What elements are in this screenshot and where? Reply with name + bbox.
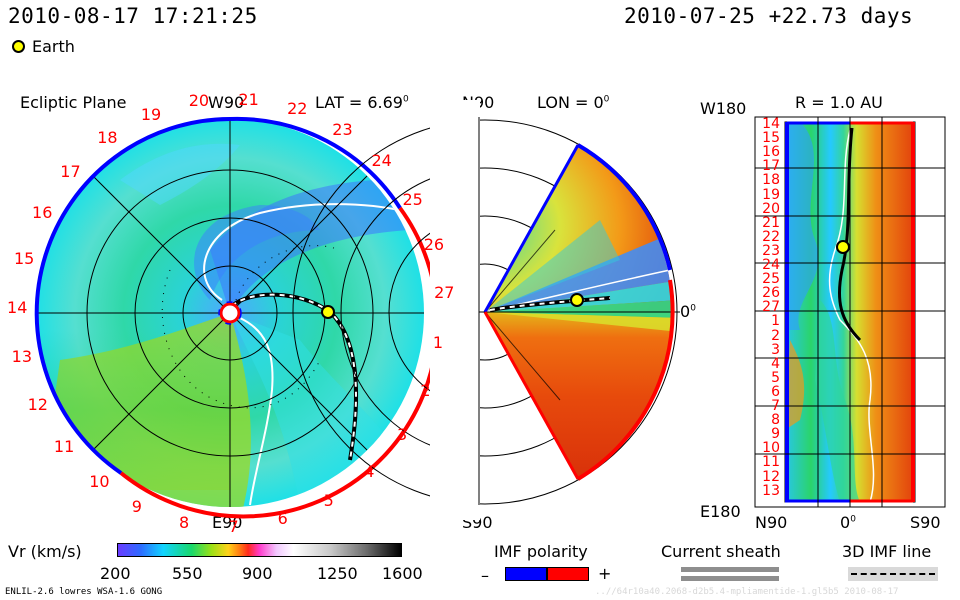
sphere-row-6: 6 (771, 383, 780, 400)
earth-legend-label: Earth (32, 37, 75, 56)
sphere-row-20: 20 (762, 200, 780, 217)
sphere-row-7: 7 (771, 398, 780, 414)
rim-number-2: 2 (420, 380, 431, 400)
imf-negative-swatch (505, 567, 547, 581)
current-sheath-swatch-1 (681, 567, 779, 572)
imf-positive-swatch (547, 567, 589, 581)
rim-number-19: 19 (140, 104, 162, 124)
sphere-row-18: 18 (762, 172, 780, 189)
sphere-row-27: 27 (762, 299, 780, 316)
rim-number-10: 10 (89, 471, 110, 491)
imf-line-title: 3D IMF line (842, 542, 932, 561)
model-info-label: ENLIL-2.6 lowres WSA-1.6 GONG (5, 587, 163, 597)
rim-number-18: 18 (97, 128, 118, 148)
rim-number-5: 5 (323, 490, 334, 510)
rim-number-6: 6 (277, 509, 288, 529)
sphere-row-2: 2 (771, 327, 780, 344)
sphere-row-9: 9 (771, 426, 780, 443)
imf-minus-label: – (481, 566, 489, 585)
sphere-r-label: R = 1.0 AU (795, 93, 883, 112)
sphere-row-5: 5 (771, 369, 780, 386)
sphere-map (754, 116, 946, 508)
rim-number-9: 9 (131, 497, 142, 517)
rim-number-14: 14 (7, 298, 28, 318)
sphere-row-19: 19 (762, 186, 780, 203)
colorbar-tick-550: 550 (172, 564, 203, 583)
sphere-row-1: 1 (771, 313, 780, 330)
rim-number-21: 21 (238, 89, 259, 109)
rim-number-20: 20 (188, 91, 210, 111)
imf-plus-label: + (598, 564, 612, 583)
sphere-row-17: 17 (762, 158, 780, 175)
rim-number-8: 8 (178, 512, 190, 532)
rim-number-7: 7 (228, 516, 239, 536)
sphere-row-13: 13 (762, 482, 780, 499)
rim-number-13: 13 (11, 347, 33, 367)
rim-number-3: 3 (397, 424, 408, 444)
meridional-0-label: 00 (680, 302, 696, 321)
sphere-n90-label: N90 (755, 513, 788, 532)
colorbar (117, 543, 402, 557)
sphere-row-4: 4 (771, 355, 780, 372)
rim-number-17: 17 (60, 161, 81, 181)
rim-number-16: 16 (32, 202, 53, 222)
rim-number-25: 25 (402, 189, 423, 209)
current-sheath-swatch-2 (681, 576, 779, 581)
sphere-e180-label: E180 (700, 502, 741, 521)
colorbar-tick-200: 200 (100, 564, 131, 583)
ecliptic-w90-label: W90 (208, 93, 245, 112)
imf-polarity-title: IMF polarity (494, 542, 588, 561)
sphere-row-25: 25 (762, 271, 780, 288)
sphere-row-3: 3 (771, 341, 780, 358)
earth-marker-icon (12, 40, 25, 53)
ecliptic-disk (34, 116, 440, 519)
sphere-row-12: 12 (762, 468, 780, 485)
sphere-row-24: 24 (762, 257, 780, 273)
sphere-s90-label: S90 (910, 513, 941, 532)
rim-number-26: 26 (423, 234, 445, 254)
rim-number-23: 23 (332, 120, 353, 140)
lon-label: LON = 00 (537, 93, 610, 112)
sphere-row-23: 23 (762, 242, 780, 259)
datetime-label: 2010-08-17 17:21:25 (8, 4, 258, 28)
sphere-row-14: 14 (762, 116, 780, 132)
rim-number-1: 1 (432, 332, 444, 352)
sphere-row-11: 11 (762, 454, 780, 471)
sphere-row-22: 22 (762, 228, 780, 245)
imf-line-swatch (848, 567, 938, 581)
colorbar-tick-1250: 1250 (317, 564, 358, 583)
colorbar-tick-1600: 1600 (382, 564, 423, 583)
colorbar-tick-900: 900 (242, 564, 273, 583)
rim-number-24: 24 (371, 150, 392, 170)
reference-label: 2010-07-25 +22.73 days (624, 4, 914, 28)
sphere-row-16: 16 (762, 144, 780, 161)
rim-number-15: 15 (13, 248, 35, 268)
current-sheath-title: Current sheath (661, 542, 781, 561)
earth-ecliptic-marker (321, 305, 335, 319)
rim-number-11: 11 (53, 436, 75, 456)
rim-number-27: 27 (434, 283, 455, 303)
ecliptic-title: Ecliptic Plane (20, 93, 127, 112)
sphere-row-26: 26 (762, 285, 780, 302)
sphere-0-label: 00 (840, 513, 856, 532)
sphere-row-8: 8 (771, 412, 780, 429)
colorbar-label: Vr (km/s) (8, 542, 82, 561)
rim-number-12: 12 (27, 394, 48, 414)
sphere-row-21: 21 (762, 214, 780, 231)
lat-label: LAT = 6.690 (315, 93, 409, 112)
rim-number-22: 22 (287, 99, 308, 119)
sphere-row-15: 15 (762, 130, 780, 147)
sphere-w180-label: W180 (700, 99, 747, 118)
earth-meridional-marker (570, 293, 584, 307)
rim-number-4: 4 (364, 462, 375, 482)
sphere-row-10: 10 (762, 440, 780, 457)
watermark-label: ..//64r10a40.2068-d2b5.4-mpliamentide-1.… (595, 587, 899, 597)
earth-sphere-marker (836, 240, 850, 254)
